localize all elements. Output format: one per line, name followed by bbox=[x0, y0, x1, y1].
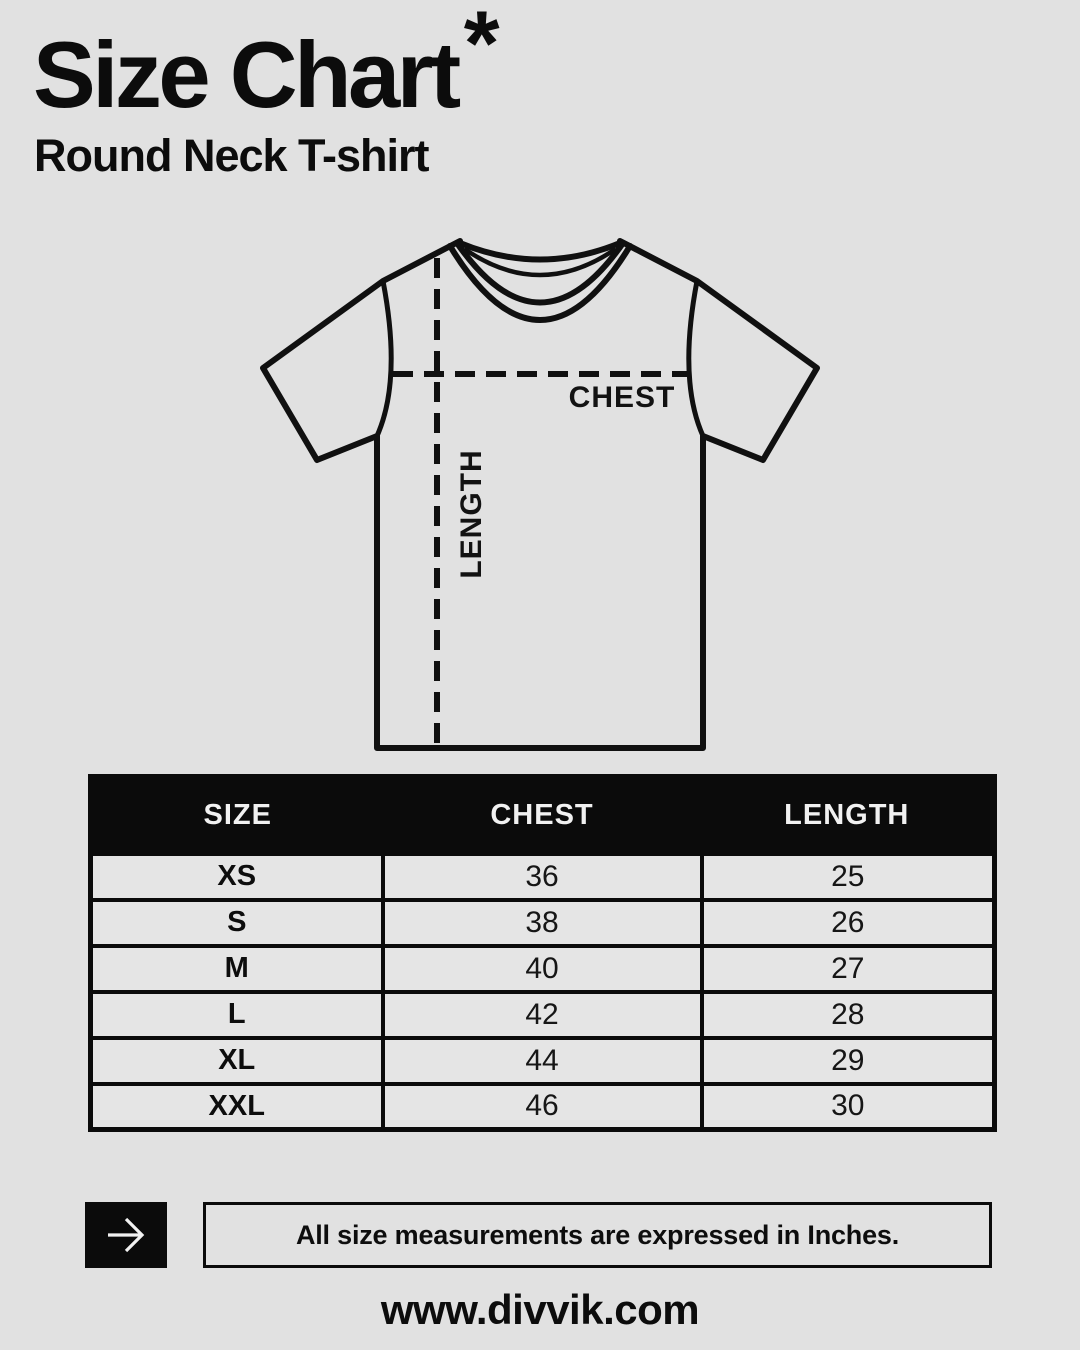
cell-length: 26 bbox=[699, 897, 997, 948]
cell-chest: 42 bbox=[380, 989, 704, 1040]
collar-top-rim bbox=[457, 240, 623, 263]
collar-inner-rim bbox=[463, 247, 617, 278]
table-row: S 38 26 bbox=[88, 897, 997, 948]
cell-length: 28 bbox=[699, 989, 997, 1040]
cell-chest: 44 bbox=[380, 1035, 704, 1086]
tshirt-outline bbox=[260, 238, 820, 751]
cell-size: XL bbox=[88, 1035, 385, 1086]
table-row: M 40 27 bbox=[88, 943, 997, 994]
cell-size: XXL bbox=[88, 1081, 385, 1132]
right-armhole-seam bbox=[686, 278, 706, 439]
header-size: SIZE bbox=[90, 776, 383, 854]
size-table-body: XS 36 25 S 38 26 M 40 27 L 42 28 XL 44 29 XXL 46 30 bbox=[88, 851, 997, 1132]
table-row: XS 36 25 bbox=[88, 851, 997, 902]
cell-length: 27 bbox=[699, 943, 997, 994]
header-row: SIZE CHEST LENGTH bbox=[90, 776, 995, 854]
size-table: SIZE CHEST LENGTH XS 36 25 S 38 26 M 40 27 L 42 28 X… bbox=[88, 774, 997, 1132]
table-row: XL 44 29 bbox=[88, 1035, 997, 1086]
right-arrow-icon bbox=[108, 1217, 145, 1253]
cell-chest: 40 bbox=[380, 943, 704, 994]
cell-size: M bbox=[88, 943, 385, 994]
page-title-text: Size Chart bbox=[33, 22, 461, 127]
table-row: XXL 46 30 bbox=[88, 1081, 997, 1132]
cell-size: S bbox=[88, 897, 385, 948]
cell-chest: 46 bbox=[380, 1081, 704, 1132]
cell-chest: 36 bbox=[380, 851, 704, 902]
collar-outer-seam bbox=[447, 243, 633, 323]
table-row: L 42 28 bbox=[88, 989, 997, 1040]
arrow-button[interactable] bbox=[85, 1202, 167, 1268]
cell-length: 29 bbox=[699, 1035, 997, 1086]
cell-size: XS bbox=[88, 851, 385, 902]
page-subtitle: Round Neck T-shirt bbox=[34, 130, 430, 181]
size-table-header: SIZE CHEST LENGTH bbox=[90, 776, 995, 854]
cell-length: 30 bbox=[699, 1081, 997, 1132]
cell-size: L bbox=[88, 989, 385, 1040]
cell-chest: 38 bbox=[380, 897, 704, 948]
collar-band-bottom bbox=[454, 240, 626, 306]
website-url: www.divvik.com bbox=[380, 1286, 700, 1333]
cell-length: 25 bbox=[699, 851, 997, 902]
header-length: LENGTH bbox=[701, 776, 995, 854]
chest-label: CHEST bbox=[569, 381, 676, 414]
measurement-note: All size measurements are expressed in I… bbox=[203, 1202, 992, 1268]
length-label: LENGTH bbox=[455, 449, 488, 578]
asterisk-mark: * bbox=[463, 0, 500, 95]
page-title: Size Chart* bbox=[33, 0, 500, 122]
header-chest: CHEST bbox=[382, 776, 702, 854]
left-armhole-seam bbox=[374, 278, 394, 439]
